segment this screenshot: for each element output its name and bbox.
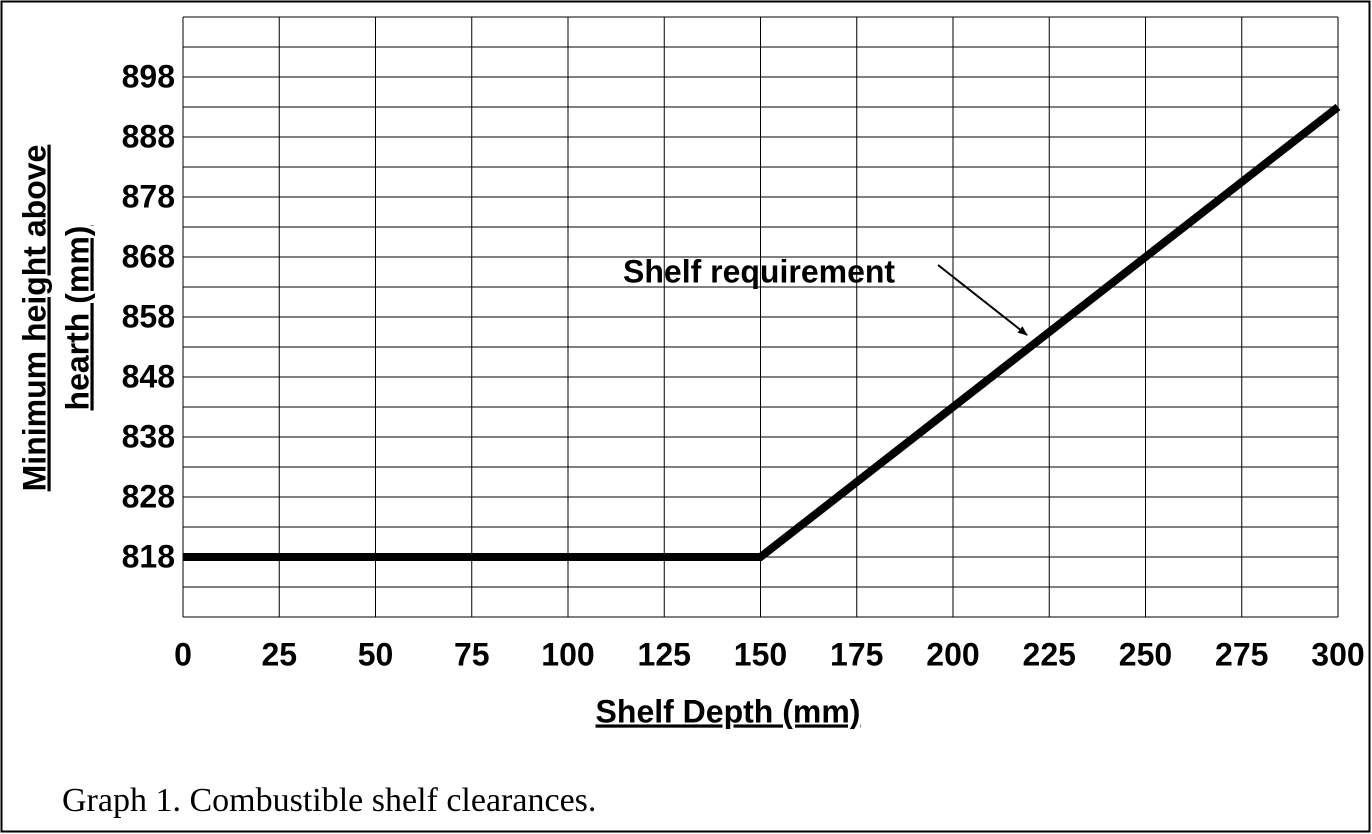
- x-axis-label: Shelf Depth (mm): [596, 693, 861, 729]
- x-tick-label: 225: [1023, 636, 1076, 672]
- x-tick-label: 0: [174, 636, 192, 672]
- line: [183, 103, 1341, 561]
- annotation: Shelf requirement: [623, 253, 895, 289]
- y-tick-label: 818: [122, 538, 175, 574]
- x-tick-label: 125: [638, 636, 691, 672]
- x-tick-label: 200: [926, 636, 979, 672]
- x-tick-label: 150: [734, 636, 787, 672]
- x-tick-label: 300: [1311, 636, 1364, 672]
- y-axis-label: hearth (mm): [59, 226, 95, 411]
- y-tick-label: 898: [122, 58, 175, 94]
- x-tick-label: 250: [1119, 636, 1172, 672]
- y-tick-label: 868: [122, 238, 175, 274]
- x-tick-label: 50: [358, 636, 394, 672]
- y-tick-label: 828: [122, 478, 175, 514]
- y-tick-label: 848: [122, 358, 175, 394]
- y-axis-label: Minimum height above: [16, 145, 52, 492]
- x-tick-label: 175: [830, 636, 883, 672]
- y-tick-label: 878: [122, 178, 175, 214]
- x-tick-label: 75: [454, 636, 490, 672]
- x-tick-label: 25: [261, 636, 297, 672]
- y-tick-label: 858: [122, 298, 175, 334]
- y-tick-label: 888: [122, 118, 175, 154]
- x-tick-label: 275: [1215, 636, 1268, 672]
- x-tick-label: 100: [541, 636, 594, 672]
- annotation-arrow: [937, 264, 1028, 336]
- caption: Graph 1. Combustible shelf clearances.: [62, 782, 596, 819]
- y-tick-label: 838: [122, 418, 175, 454]
